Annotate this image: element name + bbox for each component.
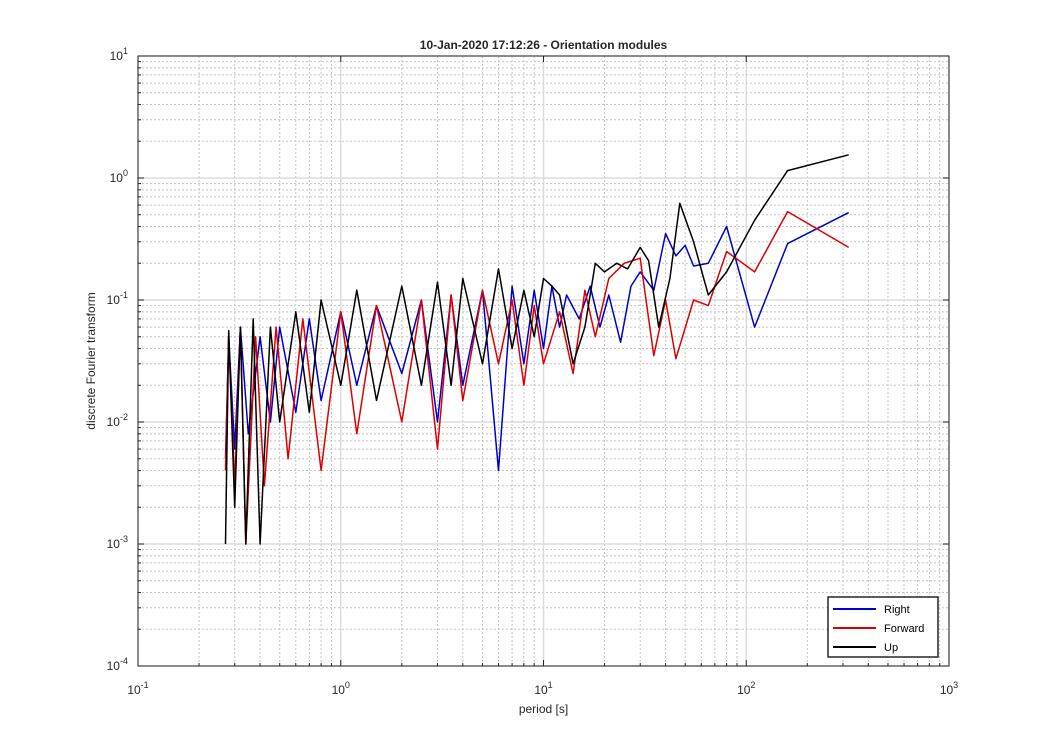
- series-line-right: [224, 211, 850, 472]
- legend: Right Forward Up: [827, 596, 939, 658]
- y-tick-label: 10-1: [107, 290, 128, 307]
- legend-label-up: Up: [884, 642, 898, 654]
- chart-title: 10-Jan-2020 17:12:26 - Orientation modul…: [420, 38, 668, 52]
- x-tick-label: 102: [737, 680, 755, 697]
- series-layer: [224, 154, 850, 545]
- legend-label-forward: Forward: [884, 623, 924, 635]
- x-axis-label: period [s]: [519, 702, 568, 716]
- x-tick-label: 103: [940, 680, 958, 697]
- series-line-up: [224, 154, 849, 545]
- x-tick-labels: 10-1 100 101 102 103: [127, 56, 958, 697]
- y-tick-label: 100: [110, 168, 128, 185]
- series-line-forward: [224, 210, 850, 545]
- x-tick-label: 100: [332, 680, 350, 697]
- y-tick-label: 10-4: [107, 656, 128, 673]
- y-tick-label: 10-3: [107, 534, 128, 551]
- legend-label-right: Right: [884, 604, 910, 616]
- y-tick-label: 101: [110, 46, 128, 63]
- x-tick-label: 101: [534, 680, 552, 697]
- x-tick-label: 10-1: [127, 680, 148, 697]
- y-tick-label: 10-2: [107, 412, 128, 429]
- y-axis-label: discrete Fourier transform: [84, 292, 98, 429]
- y-tick-labels: 10-4 10-3 10-2 10-1 100 101: [107, 46, 949, 673]
